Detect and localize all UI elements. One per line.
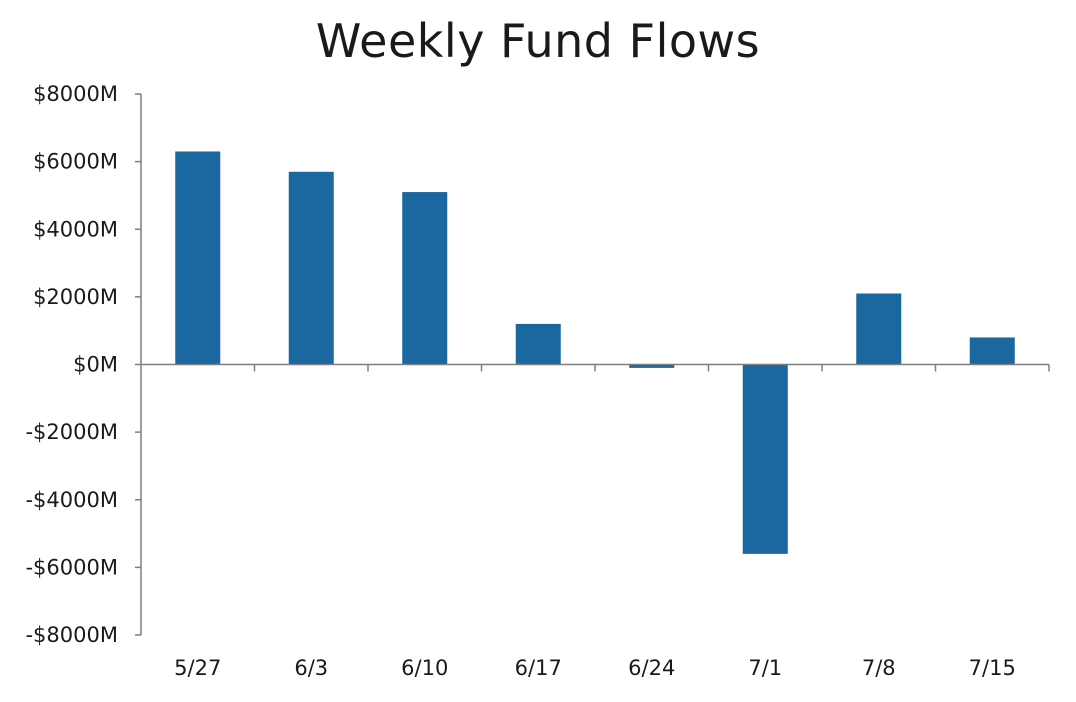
x-axis: 5/27 6/3 6/10 6/17 6/24 7/1 7/8 7/15 [141, 363, 1050, 680]
chart-title: Weekly Fund Flows [315, 14, 761, 68]
y-tick-label: $0M [73, 353, 118, 377]
y-tick-label: -$8000M [25, 623, 118, 647]
bar-6-10 [402, 192, 448, 365]
y-tick-label: -$4000M [25, 488, 118, 512]
bar-6-24 [629, 364, 675, 368]
bar-7-8 [856, 293, 902, 365]
y-tick-label: -$2000M [25, 420, 118, 444]
x-tick-label: 6/10 [401, 656, 448, 680]
x-tick-label: 7/15 [969, 656, 1016, 680]
y-axis: -$8000M -$6000M -$4000M -$2000M $0M $2000M $40… [25, 82, 142, 647]
bar-6-17 [515, 323, 561, 365]
bar-series [175, 151, 1015, 554]
x-tick-label: 6/17 [515, 656, 562, 680]
y-tick-label: $8000M [33, 82, 118, 106]
x-tick-label: 5/27 [174, 656, 221, 680]
bar-7-1 [742, 364, 788, 554]
x-tick-label: 7/8 [862, 656, 896, 680]
x-tick-label: 6/3 [294, 656, 328, 680]
bar-5-27 [175, 151, 221, 365]
bar-7-15 [969, 337, 1015, 365]
y-tick-label: $4000M [33, 217, 118, 241]
x-tick-label: 6/24 [628, 656, 675, 680]
y-tick-label: $6000M [33, 150, 118, 174]
bar-6-3 [288, 171, 334, 365]
y-tick-label: $2000M [33, 285, 118, 309]
y-tick-label: -$6000M [25, 555, 118, 579]
x-tick-label: 7/1 [748, 656, 782, 680]
